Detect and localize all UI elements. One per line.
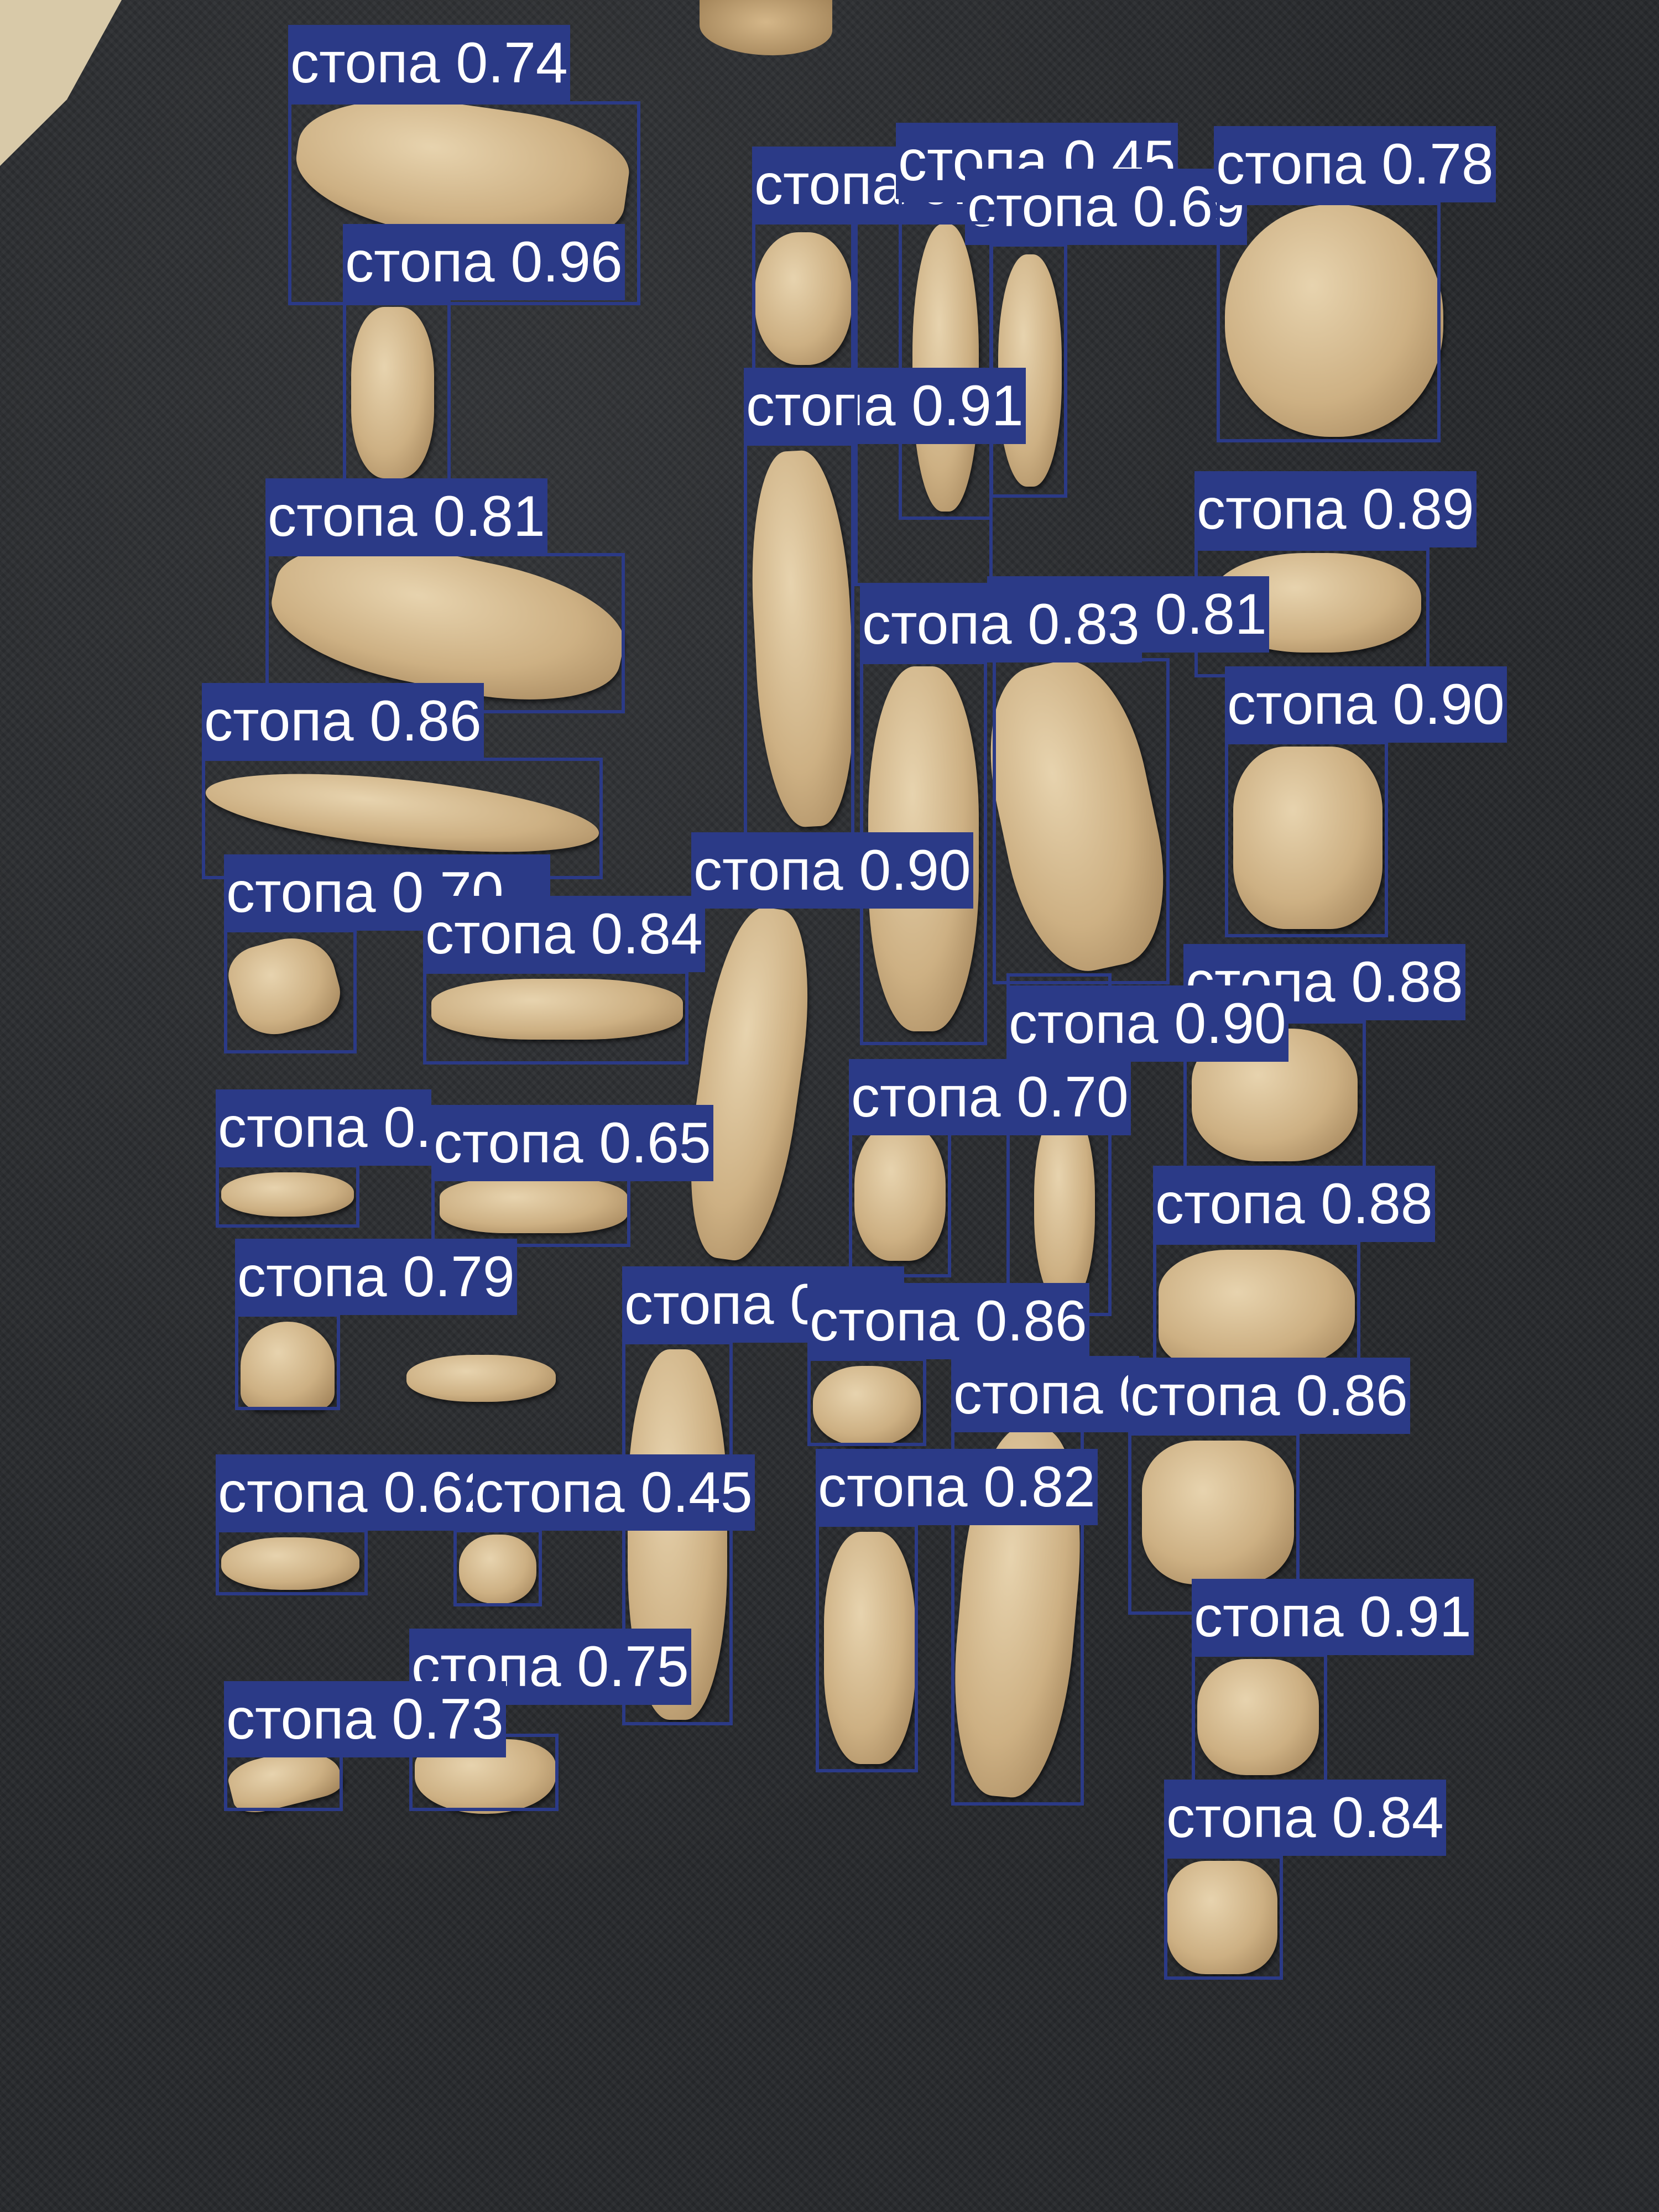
bone	[755, 232, 852, 365]
detection-label: стопа 0.83	[860, 586, 1142, 662]
detection-label: стопа 0.70	[224, 854, 550, 931]
detection-label: стопа 0.91	[744, 368, 1026, 444]
detection-label: стопа 0.82	[816, 1449, 1098, 1525]
detection-box[interactable]	[1192, 1653, 1327, 1783]
detection-box[interactable]	[807, 1358, 926, 1446]
bone	[1034, 1106, 1095, 1305]
bone	[459, 1535, 536, 1604]
detection-box[interactable]	[288, 101, 640, 305]
detection-label: стопа 0.86	[202, 683, 484, 759]
detection-box[interactable]	[1217, 202, 1441, 442]
detection-label: стопа 0.91	[1192, 1579, 1474, 1655]
bone	[1233, 747, 1383, 929]
detection-label: стопа 0.90	[691, 832, 973, 909]
detection-box[interactable]	[1225, 741, 1388, 937]
bone	[824, 1532, 915, 1764]
detection-label: стопа 0.62	[216, 1454, 498, 1531]
detection-label: стопа 0.65	[431, 1105, 713, 1181]
detection-label: стопа 0.96	[343, 224, 625, 300]
bone	[221, 1172, 354, 1217]
detection-box[interactable]	[453, 1529, 542, 1606]
detection-box[interactable]	[816, 1524, 918, 1772]
bone	[1167, 1861, 1277, 1974]
bone	[854, 1123, 946, 1261]
bone	[431, 979, 683, 1040]
detection-box[interactable]	[216, 1164, 359, 1228]
bone	[1142, 1441, 1294, 1584]
detection-label: стопа 0.88	[1153, 1166, 1435, 1242]
bone	[440, 1178, 628, 1233]
detection-label: стопа 0.69	[965, 169, 1247, 245]
background-bone-fragment	[700, 0, 832, 55]
detection-box[interactable]	[854, 221, 993, 586]
bone	[1159, 1250, 1355, 1371]
detection-box[interactable]	[423, 971, 688, 1065]
detection-label: стопа 0.79	[235, 1239, 517, 1315]
detection-label: стопа 0.86	[1128, 1358, 1410, 1434]
detection-label: стопа 0.xx	[216, 1089, 431, 1166]
detection-box[interactable]	[849, 1117, 951, 1277]
detection-label: стопа 0.xx	[951, 1356, 1139, 1432]
bone	[1197, 1659, 1319, 1775]
detection-label: стопа 0.84	[423, 896, 705, 972]
detection-label: стопа 0.78	[1214, 126, 1496, 202]
bone	[406, 1355, 556, 1402]
detection-box[interactable]	[993, 658, 1170, 984]
detection-box[interactable]	[224, 929, 357, 1053]
bone	[241, 1322, 335, 1410]
detection-box[interactable]	[752, 221, 854, 373]
detection-box[interactable]	[235, 1313, 340, 1410]
bone	[221, 1537, 359, 1590]
detection-label: стопа 0.90	[1225, 666, 1507, 743]
detection-box[interactable]	[622, 1341, 733, 1725]
detection-box[interactable]	[1164, 1855, 1283, 1980]
detection-label: стопа 0.86	[807, 1283, 1089, 1359]
detection-box[interactable]	[343, 299, 451, 487]
detection-label: стопа 0.70	[849, 1059, 1131, 1135]
detection-label: стопа 0.90	[1006, 985, 1288, 1062]
detection-label: стопа 0.84	[1164, 1780, 1446, 1856]
detection-box[interactable]	[216, 1529, 368, 1595]
background-paper	[0, 0, 122, 166]
detection-label: стопа 0.74	[288, 25, 570, 101]
detection-label: стопа 0.73	[224, 1681, 506, 1757]
bone	[813, 1366, 921, 1446]
detection-label: стопа 0.45	[473, 1454, 755, 1531]
detection-label: стопа 0.89	[1194, 471, 1477, 547]
detection-box[interactable]	[744, 442, 854, 838]
detection-label: стопа 0.81	[265, 478, 547, 555]
bone	[351, 307, 434, 478]
bone	[1225, 205, 1443, 437]
